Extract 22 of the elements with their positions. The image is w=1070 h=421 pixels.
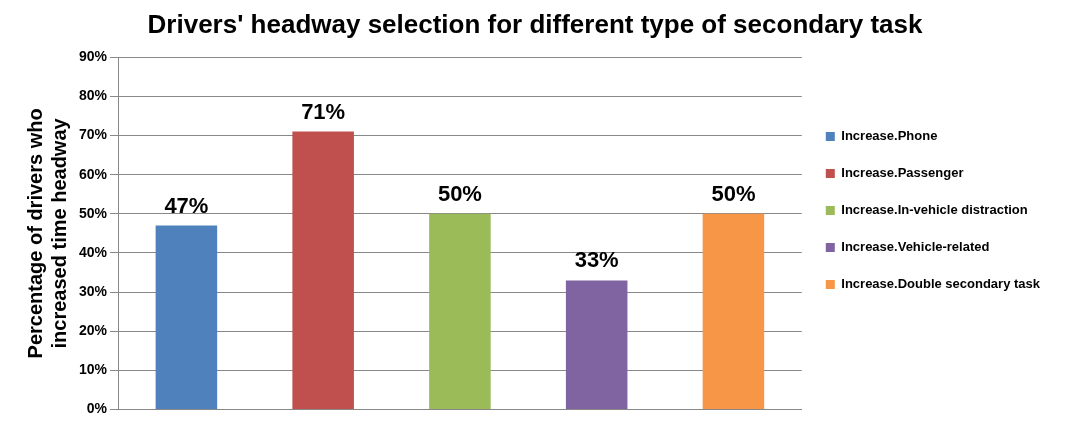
data-label: 50% [711, 180, 756, 206]
data-label: 33% [574, 247, 619, 273]
data-label: 50% [437, 180, 482, 206]
y-tick-label: 90% [78, 48, 108, 65]
legend-label: Increase.In-vehicle distraction [841, 202, 1028, 218]
y-tick-label: 30% [78, 282, 108, 299]
y-tick-label: 20% [78, 322, 108, 339]
legend-label: Increase.Vehicle-related [841, 239, 990, 255]
data-label: 47% [164, 192, 209, 218]
y-tick-label: 50% [78, 204, 108, 221]
y-tick-label: 70% [78, 126, 108, 143]
chart-title: Drivers' headway selection for different type of secondary task [147, 8, 923, 39]
y-tick-label: 40% [78, 243, 108, 260]
data-label: 71% [301, 98, 346, 124]
y-tick-label: 80% [78, 87, 108, 104]
y-tick-label: 60% [78, 165, 108, 182]
legend-label: Increase.Passenger [841, 165, 964, 181]
y-axis-title: Percentage of drivers who increased time headway [23, 108, 70, 359]
legend-label: Increase.Phone [841, 128, 938, 144]
legend-label: Increase.Double secondary task [841, 276, 1041, 292]
y-tick-label: 0% [86, 400, 108, 417]
y-tick-label: 10% [78, 361, 108, 378]
